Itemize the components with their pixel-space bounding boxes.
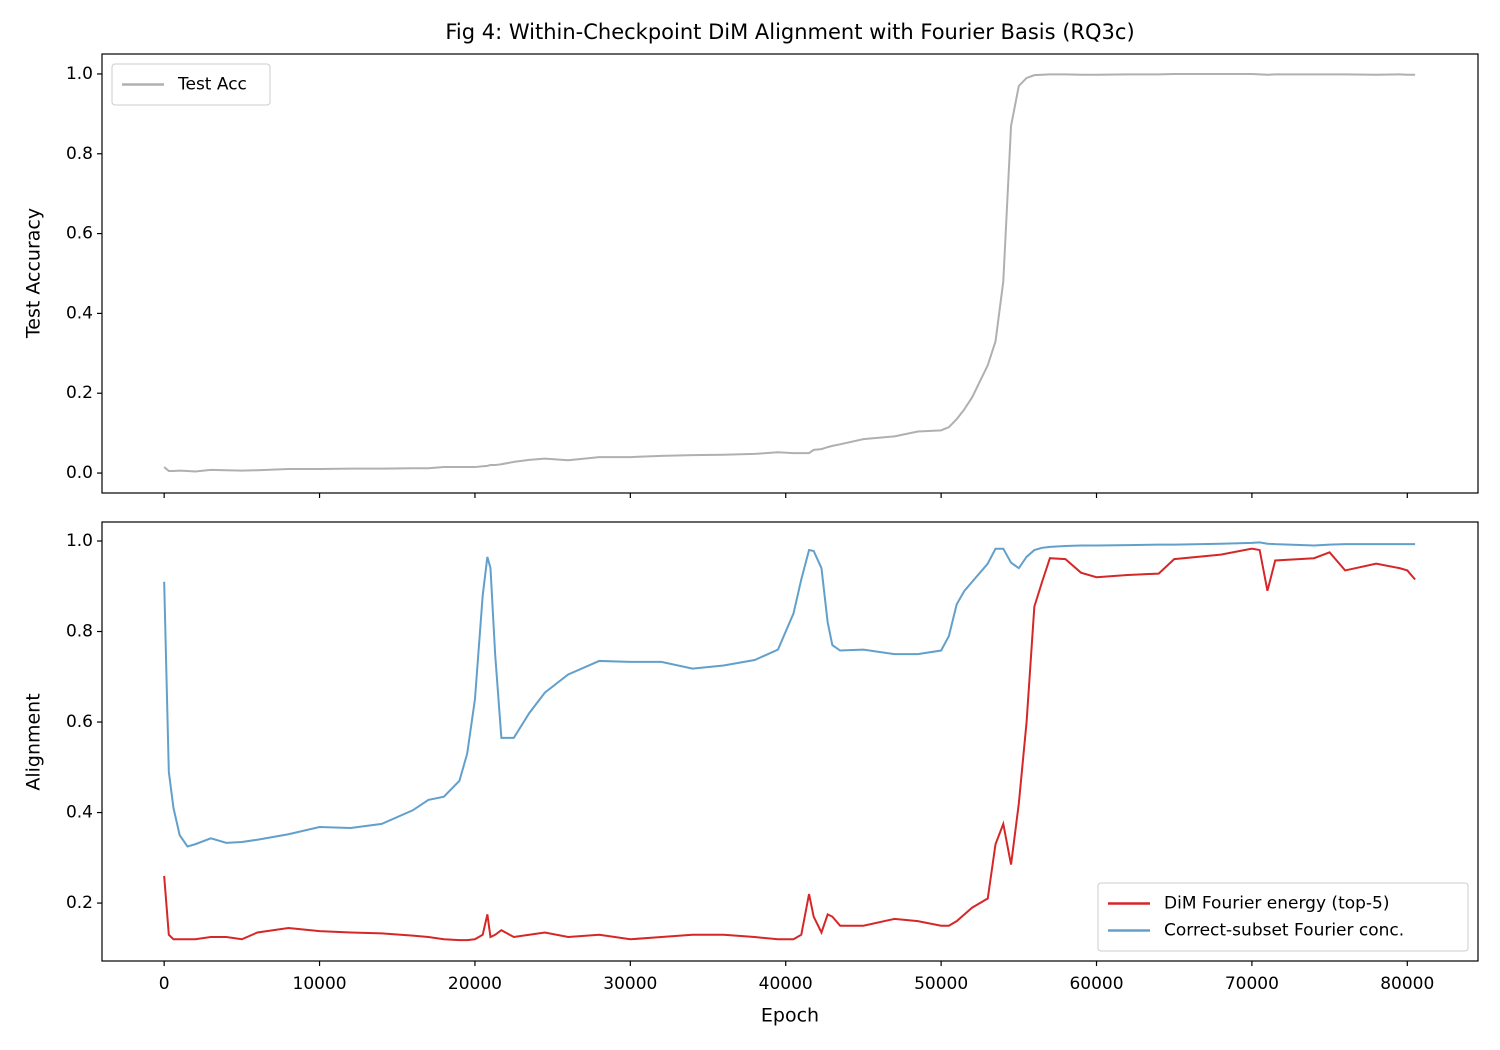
legend-label: Correct-subset Fourier conc. bbox=[1164, 921, 1404, 941]
x-tick-label: 40000 bbox=[759, 974, 813, 994]
x-tick-label: 60000 bbox=[1069, 974, 1123, 994]
x-tick-label: 80000 bbox=[1380, 974, 1434, 994]
y-tick-label: 0.8 bbox=[66, 622, 93, 642]
y-tick-label: 0.6 bbox=[66, 224, 93, 244]
y-tick-label: 1.0 bbox=[66, 64, 93, 84]
legend: DiM Fourier energy (top-5) Correct-subset… bbox=[1097, 882, 1469, 952]
y-axis-label: Alignment bbox=[23, 693, 45, 790]
y-axis-label: Test Accuracy bbox=[23, 208, 45, 339]
y-tick-label: 0.0 bbox=[66, 463, 93, 483]
y-tick-label: 1.0 bbox=[66, 531, 93, 551]
x-tick-label: 20000 bbox=[448, 974, 502, 994]
y-tick-label: 0.8 bbox=[66, 144, 93, 164]
y-tick-label: 0.4 bbox=[66, 303, 93, 323]
y-tick-label: 0.4 bbox=[66, 803, 93, 823]
x-tick-label: 50000 bbox=[914, 974, 968, 994]
legend-box bbox=[111, 63, 271, 106]
series-line bbox=[163, 72, 1416, 473]
x-tick-label: 0 bbox=[159, 974, 170, 994]
y-tick-label: 0.2 bbox=[66, 383, 93, 403]
x-tick-label: 70000 bbox=[1225, 974, 1279, 994]
legend-label: Test Acc bbox=[177, 75, 247, 95]
y-tick-label: 0.2 bbox=[66, 893, 93, 913]
series-line bbox=[163, 541, 1416, 848]
x-tick-label: 30000 bbox=[603, 974, 657, 994]
y-tick-label: 0.6 bbox=[66, 712, 93, 732]
legend: Test Acc bbox=[111, 63, 271, 106]
legend-label: DiM Fourier energy (top-5) bbox=[1164, 894, 1390, 914]
x-tick-label: 10000 bbox=[293, 974, 347, 994]
legend-box bbox=[1097, 882, 1469, 952]
series-line bbox=[163, 547, 1416, 942]
chart-title: Fig 4: Within-Checkpoint DiM Alignment w… bbox=[445, 20, 1134, 44]
plot-area bbox=[101, 53, 1479, 494]
x-axis-label: Epoch bbox=[761, 1005, 819, 1027]
plot-area bbox=[101, 521, 1479, 962]
